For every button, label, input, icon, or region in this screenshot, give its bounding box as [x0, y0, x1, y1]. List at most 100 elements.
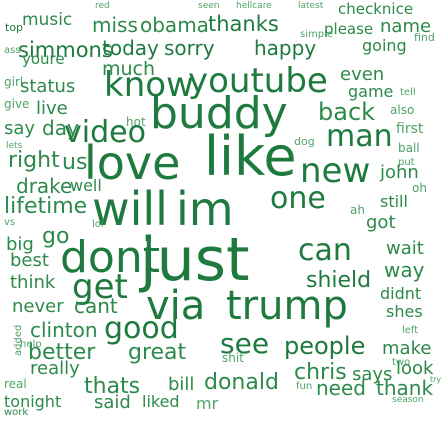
word-also: also [390, 103, 415, 117]
word-thanks: thanks [208, 12, 279, 36]
word-bill: bill [168, 374, 195, 395]
word-way: way [384, 258, 425, 282]
word-red: red [95, 1, 110, 11]
word-shield: shield [306, 268, 372, 293]
word-left: left [402, 325, 419, 336]
word-trump: trump [226, 283, 348, 329]
word-big: big [6, 234, 34, 255]
word-think: think [10, 272, 56, 293]
word-man: man [326, 119, 393, 154]
word-season: season [392, 395, 424, 405]
word-simple: simple [300, 29, 334, 40]
word-music: music [22, 10, 73, 30]
word-happy: happy [254, 36, 317, 60]
word-new: new [300, 151, 371, 191]
word-even: even [340, 64, 385, 85]
word-didnt: didnt [380, 284, 422, 303]
word-dog: dog [294, 135, 315, 148]
word-ass: ass [4, 45, 21, 56]
word-tonight: tonight [4, 392, 62, 411]
word-john: john [380, 162, 419, 183]
word-can: can [298, 233, 352, 268]
word-real: real [4, 377, 27, 391]
word-going: going [362, 36, 407, 55]
word-dont: dont [60, 232, 160, 283]
word-got: got [366, 212, 396, 233]
word-never: never [12, 296, 64, 317]
word-name: name [380, 16, 432, 37]
word-girl: girl [4, 75, 24, 89]
word-thats: thats [84, 374, 141, 399]
word-try: try [430, 375, 442, 384]
word-ball: ball [398, 141, 420, 155]
word-find: find [414, 31, 435, 44]
word-please: please [324, 20, 374, 38]
word-hellcare: hellcare [236, 1, 272, 11]
word-get: get [72, 267, 128, 307]
word-make: make [382, 338, 432, 359]
word-people: people [284, 332, 366, 360]
word-first: first [396, 121, 424, 137]
word-best: best [10, 250, 49, 271]
word-latest: latest [298, 1, 324, 11]
word-still: still [380, 192, 408, 211]
word-sorry: sorry [164, 36, 215, 60]
word-better: better [28, 340, 96, 365]
word-seen: seen [198, 1, 220, 11]
word-fun: fun [296, 381, 313, 392]
word-go: go [42, 224, 70, 249]
word-drake: drake [16, 174, 73, 198]
word-says: says [352, 364, 393, 385]
word-us: us [62, 150, 88, 175]
word-great: great [128, 340, 187, 365]
word-work: work [4, 407, 29, 418]
word-mr: mr [196, 394, 219, 413]
word-liked: liked [142, 392, 180, 411]
word-tell: tell [400, 87, 416, 98]
word-chris: chris [294, 360, 347, 385]
word-back: back [318, 98, 376, 126]
word-status: status [20, 76, 76, 97]
word-love: love [84, 136, 181, 190]
word-youre: youre [22, 50, 65, 68]
word-day: day [42, 116, 79, 140]
word-two: two [392, 357, 411, 368]
word-miss: miss [92, 13, 138, 37]
word-well: well [70, 176, 102, 195]
word-need: need [316, 376, 366, 400]
word-hot: hot [126, 115, 146, 129]
word-say: say [4, 118, 36, 139]
word-video: video [64, 115, 146, 150]
word-said: said [94, 392, 131, 413]
word-live: live [36, 98, 68, 119]
word-via: via [146, 283, 206, 329]
word-im: im [176, 182, 234, 236]
word-wait: wait [386, 238, 424, 259]
word-donald: donald [204, 370, 279, 395]
word-oh: oh [412, 181, 427, 195]
word-obama: obama [140, 13, 209, 37]
word-top: top [5, 21, 24, 34]
word-really: really [30, 358, 80, 379]
word-cant: cant [74, 294, 118, 318]
word-thank: thank [376, 376, 434, 400]
word-good: good [104, 311, 179, 346]
word-game: game [348, 82, 394, 101]
word-right: right [8, 148, 60, 173]
word-lets: lets [6, 141, 23, 151]
word-see: see [220, 327, 270, 360]
word-much: much [102, 58, 156, 80]
word-lol: lol [92, 219, 104, 230]
word-give: give [4, 97, 30, 111]
word-help: help [20, 339, 42, 350]
word-lifetime: lifetime [4, 194, 88, 219]
word-like: like [204, 125, 297, 188]
word-put: put [398, 157, 415, 168]
word-ah: ah [350, 203, 365, 217]
word-today: today [102, 36, 159, 60]
word-shes: shes [386, 302, 423, 321]
word-know: know [104, 65, 194, 105]
word-vs: vs [4, 217, 16, 228]
word-buddy: buddy [150, 88, 288, 139]
